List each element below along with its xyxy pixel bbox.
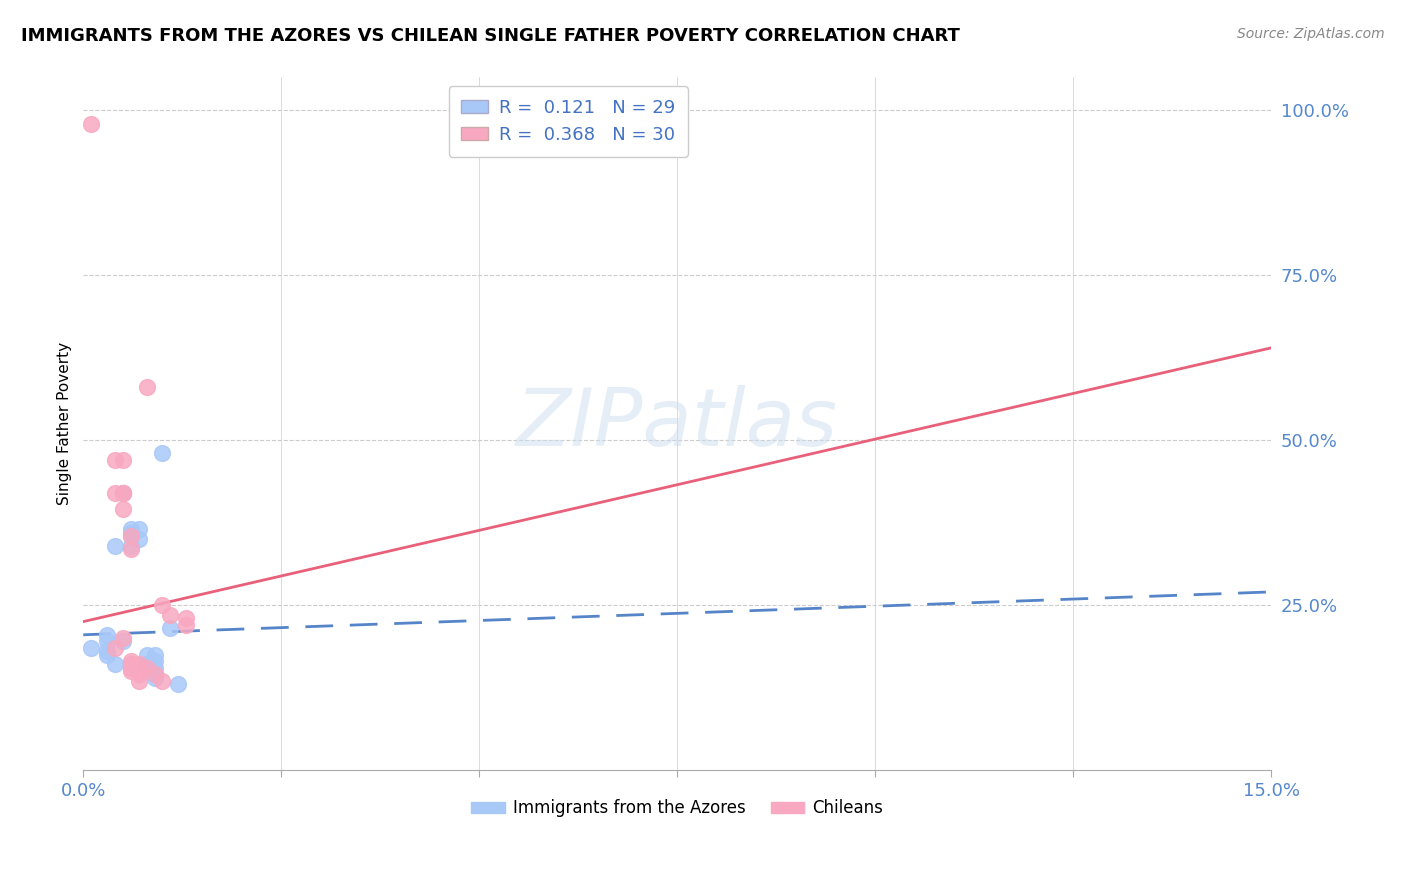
Point	[128, 667, 150, 681]
Point	[120, 661, 142, 675]
Point	[143, 667, 166, 681]
Point	[96, 628, 118, 642]
Point	[120, 657, 142, 672]
Point	[111, 634, 134, 648]
Point	[143, 648, 166, 662]
Point	[104, 539, 127, 553]
Point	[120, 522, 142, 536]
Point	[111, 502, 134, 516]
Point	[120, 661, 142, 675]
Point	[152, 446, 174, 460]
Point	[128, 673, 150, 688]
Point	[120, 657, 142, 672]
Point	[167, 677, 190, 691]
Point	[143, 654, 166, 668]
Point	[174, 611, 197, 625]
Point	[104, 657, 127, 672]
Point	[111, 486, 134, 500]
Point	[143, 671, 166, 685]
Point	[135, 661, 157, 675]
Text: ZIPatlas: ZIPatlas	[516, 384, 838, 463]
Point	[135, 657, 157, 672]
Point	[174, 618, 197, 632]
Point	[120, 525, 142, 540]
Point	[96, 634, 118, 648]
Point	[120, 529, 142, 543]
Point	[80, 640, 103, 655]
Text: Source: ZipAtlas.com: Source: ZipAtlas.com	[1237, 27, 1385, 41]
Point	[120, 654, 142, 668]
Point	[128, 532, 150, 546]
Point	[143, 667, 166, 681]
Point	[96, 648, 118, 662]
Point	[120, 539, 142, 553]
Point	[104, 640, 127, 655]
Point	[135, 661, 157, 675]
Point	[152, 673, 174, 688]
Point	[104, 486, 127, 500]
Point	[111, 486, 134, 500]
Point	[120, 661, 142, 675]
Point	[120, 664, 142, 678]
Point	[159, 607, 181, 622]
Point	[135, 380, 157, 394]
Point	[128, 657, 150, 672]
Legend: Immigrants from the Azores, Chileans: Immigrants from the Azores, Chileans	[464, 793, 890, 824]
Point	[143, 661, 166, 675]
Point	[135, 661, 157, 675]
Text: IMMIGRANTS FROM THE AZORES VS CHILEAN SINGLE FATHER POVERTY CORRELATION CHART: IMMIGRANTS FROM THE AZORES VS CHILEAN SI…	[21, 27, 960, 45]
Point	[159, 621, 181, 635]
Point	[111, 453, 134, 467]
Point	[96, 644, 118, 658]
Point	[111, 486, 134, 500]
Point	[128, 522, 150, 536]
Point	[120, 542, 142, 557]
Point	[111, 631, 134, 645]
Point	[104, 453, 127, 467]
Point	[128, 661, 150, 675]
Point	[120, 529, 142, 543]
Point	[135, 657, 157, 672]
Point	[80, 117, 103, 131]
Y-axis label: Single Father Poverty: Single Father Poverty	[58, 343, 72, 505]
Point	[111, 486, 134, 500]
Point	[152, 598, 174, 612]
Point	[135, 648, 157, 662]
